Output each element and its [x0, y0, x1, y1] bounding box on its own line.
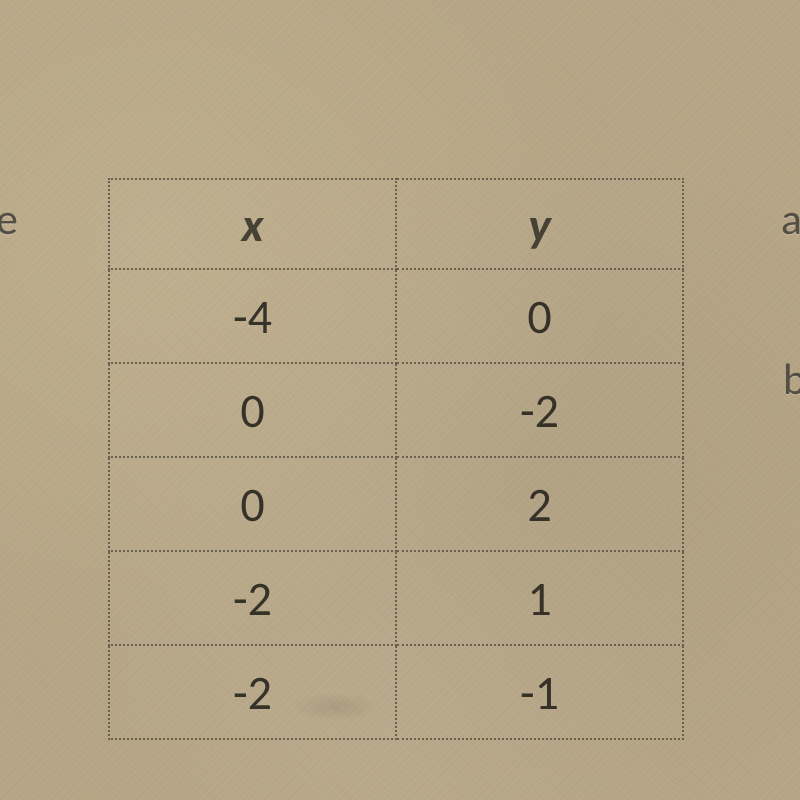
col-header-x: x — [109, 179, 396, 269]
table-row: -2 -1 — [109, 645, 683, 739]
table-header-row: x y — [109, 179, 683, 269]
table-row: 0 -2 — [109, 363, 683, 457]
cell-y: 2 — [396, 457, 683, 551]
cell-y: -1 — [396, 645, 683, 739]
worksheet-page: e a b x y -4 0 0 -2 0 2 — [0, 0, 800, 800]
table-row: -2 1 — [109, 551, 683, 645]
cell-x: -4 — [109, 269, 396, 363]
cell-y: 0 — [396, 269, 683, 363]
margin-letter-b: b — [783, 352, 800, 406]
margin-letter-a: a — [781, 192, 800, 246]
table-row: 0 2 — [109, 457, 683, 551]
table-row: -4 0 — [109, 269, 683, 363]
cell-x: 0 — [109, 363, 396, 457]
cell-x: -2 — [109, 645, 396, 739]
cell-x: 0 — [109, 457, 396, 551]
xy-table: x y -4 0 0 -2 0 2 -2 1 -2 -1 — [108, 178, 684, 740]
cell-x: -2 — [109, 551, 396, 645]
margin-letter-e: e — [0, 192, 18, 246]
cell-y: 1 — [396, 551, 683, 645]
col-header-y: y — [396, 179, 683, 269]
cell-y: -2 — [396, 363, 683, 457]
